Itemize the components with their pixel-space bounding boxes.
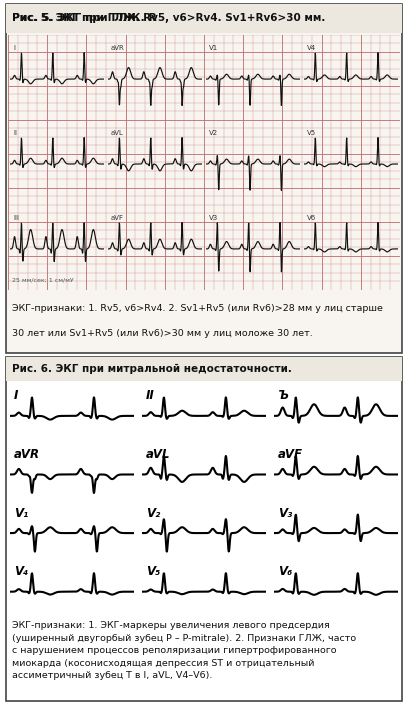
Text: ЭКГ-признаки: 1. ЭКГ-маркеры увеличения левого предсердия
(уширенный двугорбый з: ЭКГ-признаки: 1. ЭКГ-маркеры увеличения …: [12, 621, 356, 680]
Bar: [6, 357, 402, 381]
Text: 30 лет или Sv1+Rv5 (или Rv6)>30 мм у лиц моложе 30 лет.: 30 лет или Sv1+Rv5 (или Rv6)>30 мм у лиц…: [12, 329, 313, 338]
Bar: [6, 4, 402, 33]
Text: Рис. 5. ЭКГ при ГЛЖ. R: Рис. 5. ЭКГ при ГЛЖ. R: [12, 13, 157, 23]
Text: Рис. 6. ЭКГ при митральной недостаточности.: Рис. 6. ЭКГ при митральной недостаточнос…: [12, 364, 292, 374]
Text: Рис. 5. ЭКГ при ГЛЖ. Rv5, v6>Rv4. Sv1+Rv6>30 мм.: Рис. 5. ЭКГ при ГЛЖ. Rv5, v6>Rv4. Sv1+Rv…: [12, 13, 326, 23]
Text: ЭКГ-признаки: 1. Rv5, v6>Rv4. 2. Sv1+Rv5 (или Rv6)>28 мм у лиц старше: ЭКГ-признаки: 1. Rv5, v6>Rv4. 2. Sv1+Rv5…: [12, 304, 383, 312]
